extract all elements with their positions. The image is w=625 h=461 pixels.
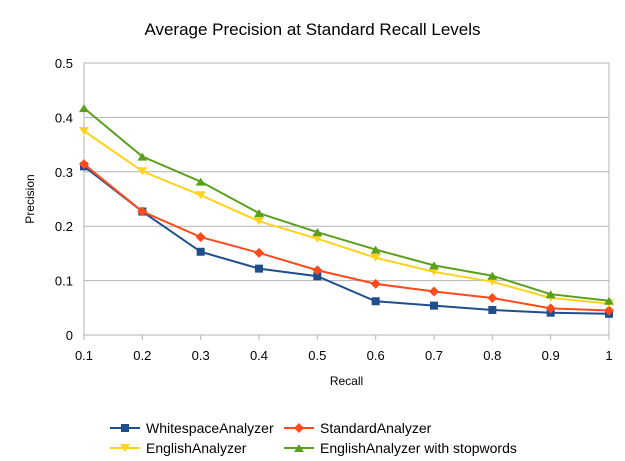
data-point [79, 104, 89, 113]
x-axis-label: Recall [330, 374, 363, 388]
series-line [83, 130, 610, 305]
legend-label: WhitespaceAnalyzer [146, 420, 274, 436]
legend-swatch [284, 423, 314, 433]
series-line [83, 163, 610, 312]
x-tick-label: 1 [605, 348, 612, 363]
data-point [79, 159, 89, 170]
y-tick-label: 0.4 [55, 110, 73, 125]
legend-item: StandardAnalyzer [284, 420, 431, 436]
data-point [370, 278, 381, 289]
data-point [488, 305, 497, 314]
x-tick-label: 0.4 [250, 348, 268, 363]
data-point [604, 305, 614, 316]
data-point [429, 267, 439, 276]
data-point [312, 234, 323, 243]
data-point [371, 297, 380, 306]
legend-swatch [110, 424, 140, 432]
legend-marker [294, 423, 304, 433]
data-point [254, 217, 264, 226]
data-point [370, 253, 381, 262]
data-point [545, 303, 556, 314]
y-tick-label: 0.2 [55, 219, 73, 234]
legend-item: EnglishAnalyzer [110, 440, 246, 456]
legend-marker [120, 444, 130, 452]
data-point [254, 209, 264, 218]
x-tick-label: 0.7 [425, 348, 443, 363]
data-point [137, 167, 148, 176]
legend-marker [294, 444, 304, 452]
data-point [137, 152, 148, 161]
data-point [370, 245, 381, 254]
data-point [79, 127, 89, 135]
legend-label: StandardAnalyzer [320, 420, 432, 436]
data-point [429, 261, 439, 270]
chart-title: Average Precision at Standard Recall Lev… [144, 20, 481, 39]
series-1 [79, 159, 614, 316]
legend-item: WhitespaceAnalyzer [110, 420, 274, 436]
y-tick-label: 0 [66, 328, 73, 343]
x-tick-label: 0.3 [192, 348, 210, 363]
x-tick-label: 0.5 [308, 348, 326, 363]
series-line [83, 165, 610, 315]
data-point [487, 271, 498, 280]
data-point [195, 232, 206, 243]
legend-label: EnglishAnalyzer with stopwords [320, 440, 517, 456]
x-tick-label: 0.6 [367, 348, 385, 363]
y-tick-label: 0.1 [55, 274, 73, 289]
data-point [196, 247, 205, 256]
x-tick-label: 0.1 [75, 348, 93, 363]
data-point [312, 265, 323, 276]
data-point [429, 286, 439, 297]
x-tick-label: 0.2 [133, 348, 151, 363]
y-tick-label: 0.3 [55, 165, 73, 180]
data-point [255, 264, 263, 273]
legend-marker [121, 424, 129, 432]
y-axis-label: Precision [23, 174, 37, 223]
legend-label: EnglishAnalyzer [146, 440, 247, 456]
data-point [487, 293, 498, 304]
data-point [545, 290, 556, 299]
data-point [313, 272, 322, 281]
series-3 [79, 104, 614, 305]
x-tick-label: 0.9 [542, 348, 560, 363]
data-point [137, 206, 148, 217]
data-point [604, 296, 614, 305]
x-tick-label: 0.8 [483, 348, 501, 363]
data-point [195, 191, 206, 200]
data-point [254, 247, 264, 258]
legend-swatch [110, 444, 140, 452]
legend-swatch [284, 444, 314, 452]
data-point [430, 301, 438, 310]
legend-item: EnglishAnalyzer with stopwords [284, 440, 517, 456]
data-point [312, 228, 323, 237]
data-point [195, 177, 206, 186]
series-line [83, 107, 610, 302]
y-tick-label: 0.5 [55, 56, 73, 71]
